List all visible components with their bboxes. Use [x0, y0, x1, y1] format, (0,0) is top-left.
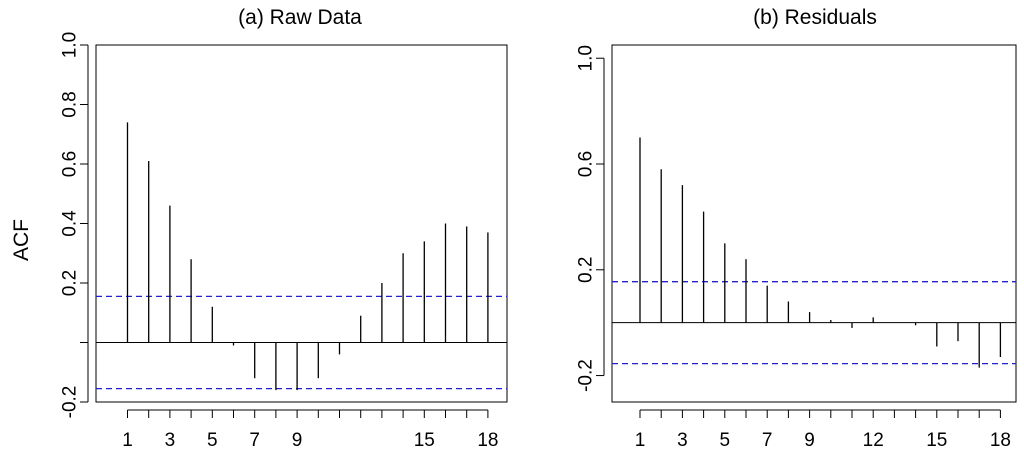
x-tick-label: 1: [635, 430, 646, 451]
x-tick-label: 18: [477, 430, 498, 451]
plot-frame: [95, 44, 508, 403]
x-tick-label: 15: [414, 430, 435, 451]
y-tick-label: 1.0: [60, 32, 81, 58]
y-tick-label: 0.6: [576, 151, 597, 177]
panel-residuals: (b) Residuals -0.2 0.2 0.6 1.0 1 3 5 7 9 12 15 18: [576, 6, 1017, 451]
y-tick-label: 0.2: [576, 257, 597, 283]
x-tick-label: 15: [926, 430, 947, 451]
x-tick-label: 3: [165, 430, 176, 451]
x-tick-label: 18: [990, 430, 1011, 451]
x-tick-label: 1: [122, 430, 133, 451]
panel-raw-data: (a) Raw Data ACF -0.2 0.2 0.4 0.6 0.8 1.0 1 3 5 7 9 1…: [10, 6, 508, 451]
y-tick-label: 0.8: [60, 91, 81, 117]
x-tick-label: 5: [720, 430, 731, 451]
x-tick-label: 9: [292, 430, 303, 451]
y-axis-label: ACF: [10, 219, 33, 261]
x-tick-label: 12: [863, 430, 884, 451]
x-tick-label: 5: [207, 430, 218, 451]
y-tick-label: 0.6: [60, 151, 81, 177]
x-tick-label: 9: [804, 430, 815, 451]
y-tick-label: 0.4: [60, 210, 81, 237]
chart-title: (b) Residuals: [753, 6, 877, 29]
y-tick-label: -0.2: [60, 386, 81, 419]
chart-title: (a) Raw Data: [238, 6, 362, 29]
y-tick-label: -0.2: [576, 359, 597, 392]
x-tick-label: 7: [762, 430, 773, 451]
plot-frame: [611, 44, 1017, 403]
y-tick-label: 0.2: [60, 270, 81, 296]
x-tick-label: 3: [677, 430, 688, 451]
x-tick-label: 7: [249, 430, 260, 451]
y-tick-label: 1.0: [576, 45, 597, 71]
